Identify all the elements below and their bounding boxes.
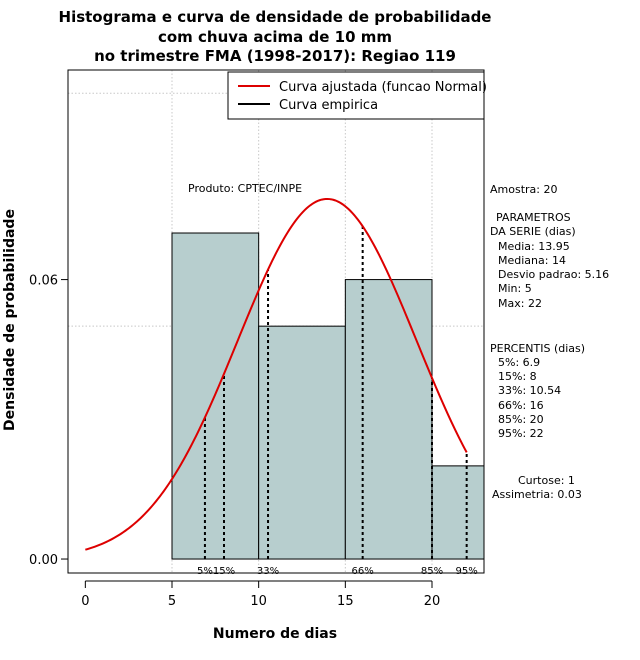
statistics-panel: Amostra: 20 PARAMETROS DA SERIE (dias) M… [490, 183, 609, 501]
stat-p33: 33%: 10.54 [498, 384, 561, 397]
x-tick-label: 0 [81, 594, 89, 609]
histogram-bar [431, 465, 485, 560]
percentile-label: 5% [197, 566, 213, 577]
percentile-lines: 5% 15% 33% 66% 85% 95% [197, 226, 478, 577]
stat-mediana: Mediana: 14 [498, 254, 566, 267]
x-tick-label: 5 [168, 594, 176, 609]
stat-max: Max: 22 [498, 297, 542, 310]
histogram-bar [171, 232, 260, 560]
product-label: Produto: CPTEC/INPE [188, 182, 302, 195]
stat-p85: 85%: 20 [498, 413, 544, 426]
stat-assimetria: Assimetria: 0.03 [492, 488, 582, 501]
x-tick-label: 20 [424, 594, 441, 609]
legend-label-empirical: Curva empirica [279, 98, 378, 113]
normal-curve [85, 197, 468, 551]
x-tick-label: 15 [337, 594, 354, 609]
histogram-bar [258, 325, 346, 560]
x-tick-label: 10 [250, 594, 267, 609]
stat-min: Min: 5 [498, 282, 532, 295]
legend-label-normal: Curva ajustada (funcao Normal) [279, 80, 487, 95]
axes: 0 5 10 15 20 0.00 0.06 [29, 274, 440, 609]
stat-percentis-title: PERCENTIS (dias) [490, 342, 585, 355]
percentile-label: 15% [213, 566, 235, 577]
chart-title-line-2: com chuva acima de 10 mm [158, 28, 392, 46]
y-tick-label: 0.00 [29, 553, 58, 568]
chart-title-line-3: no trimestre FMA (1998-2017): Regiao 119 [94, 47, 456, 65]
stat-media: Media: 13.95 [498, 240, 570, 253]
percentile-label: 85% [421, 566, 443, 577]
percentile-label: 66% [352, 566, 374, 577]
histogram-bars [171, 232, 485, 560]
chart-title-line-1: Histograma e curva de densidade de proba… [59, 8, 492, 26]
stat-desvio: Desvio padrao: 5.16 [498, 268, 609, 281]
legend-box [227, 71, 485, 120]
normal-curve-line [85, 197, 468, 551]
legend: Curva ajustada (funcao Normal) Curva emp… [227, 71, 487, 120]
percentile-label: 95% [456, 566, 478, 577]
percentile-label: 33% [257, 566, 279, 577]
histogram-bar [344, 279, 433, 560]
stat-p95: 95%: 22 [498, 427, 544, 440]
stat-curtose: Curtose: 1 [518, 474, 575, 487]
y-axis-title: Densidade de probabilidade [2, 209, 18, 431]
x-axis-title: Numero de dias [213, 626, 337, 642]
stat-amostra: Amostra: 20 [490, 183, 557, 196]
stat-p5: 5%: 6.9 [498, 356, 540, 369]
stat-parametros-sub: DA SERIE (dias) [490, 225, 576, 238]
stat-parametros-title: PARAMETROS [496, 211, 571, 224]
stat-p15: 15%: 8 [498, 370, 537, 383]
stat-p66: 66%: 16 [498, 399, 544, 412]
y-tick-label: 0.06 [29, 274, 58, 289]
